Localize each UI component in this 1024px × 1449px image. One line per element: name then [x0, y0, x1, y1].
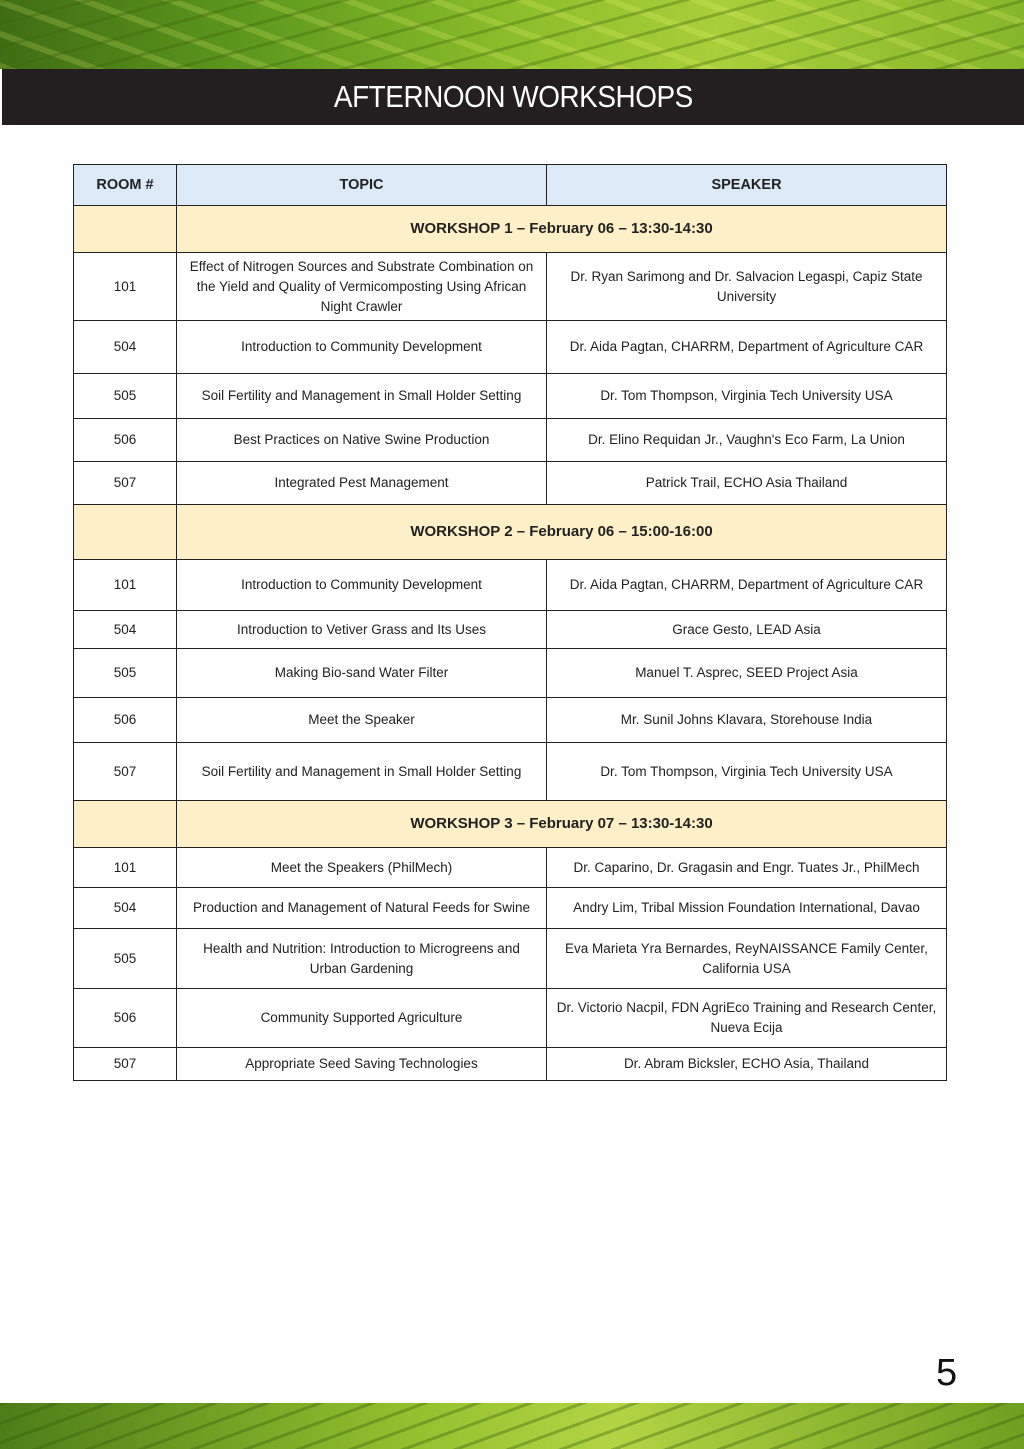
speaker-cell: Eva Marieta Yra Bernardes, ReyNAISSANCE … — [546, 928, 947, 989]
topic-cell: Best Practices on Native Swine Productio… — [176, 418, 547, 462]
speaker-cell: Grace Gesto, LEAD Asia — [546, 610, 947, 649]
page-number: 5 — [936, 1352, 958, 1394]
speaker-cell: Dr. Ryan Sarimong and Dr. Salvacion Lega… — [546, 252, 947, 321]
table-row: 504 Production and Management of Natural … — [73, 887, 947, 929]
room-cell: 504 — [73, 610, 177, 649]
topic-cell: Meet the Speakers (PhilMech) — [176, 847, 547, 888]
empty-room-cell — [73, 800, 177, 848]
topic-cell: Soil Fertility and Management in Small H… — [176, 373, 547, 419]
table-row: 506 Community Supported Agriculture Dr. Vi… — [73, 988, 947, 1048]
workshop-header-row: WORKSHOP 2 – February 06 – 15:00-16:00 — [73, 504, 947, 560]
footer-rice-terrace-image — [0, 1403, 1024, 1449]
table-row: 506 Meet the Speaker Mr. Sunil Johns Klava… — [73, 697, 947, 743]
room-cell: 507 — [73, 742, 177, 801]
table-row: 505 Making Bio-sand Water Filter Manuel T.… — [73, 648, 947, 698]
table-row: 507 Appropriate Seed Saving Technologies D… — [73, 1047, 947, 1081]
topic-cell: Meet the Speaker — [176, 697, 547, 743]
speaker-cell: Dr. Caparino, Dr. Gragasin and Engr. Tua… — [546, 847, 947, 888]
speaker-cell: Dr. Aida Pagtan, CHARRM, Department of A… — [546, 559, 947, 611]
speaker-cell: Dr. Abram Bicksler, ECHO Asia, Thailand — [546, 1047, 947, 1081]
room-cell: 507 — [73, 461, 177, 505]
speaker-cell: Dr. Elino Requidan Jr., Vaughn's Eco Far… — [546, 418, 947, 462]
room-cell: 505 — [73, 373, 177, 419]
workshop-schedule-table: ROOM # TOPIC SPEAKER WORKSHOP 1 – Februa… — [73, 164, 947, 1081]
topic-cell: Appropriate Seed Saving Technologies — [176, 1047, 547, 1081]
page-title: AFTERNOON WORKSHOPS — [333, 79, 693, 114]
column-header-room: ROOM # — [73, 164, 177, 206]
table-row: 507 Soil Fertility and Management in Smal… — [73, 742, 947, 801]
topic-cell: Introduction to Vetiver Grass and Its Us… — [176, 610, 547, 649]
workshop-title: WORKSHOP 2 – February 06 – 15:00-16:00 — [176, 504, 947, 560]
speaker-cell: Dr. Tom Thompson, Virginia Tech Universi… — [546, 742, 947, 801]
topic-cell: Health and Nutrition: Introduction to Mi… — [176, 928, 547, 989]
title-bar: AFTERNOON WORKSHOPS — [2, 69, 1024, 125]
topic-cell: Making Bio-sand Water Filter — [176, 648, 547, 698]
workshop-title: WORKSHOP 3 – February 07 – 13:30-14:30 — [176, 800, 947, 848]
room-cell: 101 — [73, 252, 177, 321]
empty-room-cell — [73, 205, 177, 253]
room-cell: 506 — [73, 697, 177, 743]
column-header-speaker: SPEAKER — [546, 164, 947, 206]
room-cell: 101 — [73, 559, 177, 611]
column-header-topic: TOPIC — [176, 164, 547, 206]
table-header-row: ROOM # TOPIC SPEAKER — [73, 164, 947, 206]
topic-cell: Introduction to Community Development — [176, 559, 547, 611]
table-row: 506 Best Practices on Native Swine Produc… — [73, 418, 947, 462]
room-cell: 505 — [73, 648, 177, 698]
speaker-cell: Patrick Trail, ECHO Asia Thailand — [546, 461, 947, 505]
room-cell: 506 — [73, 988, 177, 1048]
table-row: 505 Soil Fertility and Management in Smal… — [73, 373, 947, 419]
room-cell: 505 — [73, 928, 177, 989]
topic-cell: Effect of Nitrogen Sources and Substrate… — [176, 252, 547, 321]
table-row: 505 Health and Nutrition: Introduction to… — [73, 928, 947, 989]
room-cell: 101 — [73, 847, 177, 888]
topic-cell: Production and Management of Natural Fee… — [176, 887, 547, 929]
workshop-header-row: WORKSHOP 1 – February 06 – 13:30-14:30 — [73, 205, 947, 253]
speaker-cell: Dr. Victorio Nacpil, FDN AgriEco Trainin… — [546, 988, 947, 1048]
room-cell: 504 — [73, 320, 177, 374]
room-cell: 507 — [73, 1047, 177, 1081]
table-row: 504 Introduction to Vetiver Grass and Its… — [73, 610, 947, 649]
empty-room-cell — [73, 504, 177, 560]
table-row: 101 Effect of Nitrogen Sources and Substr… — [73, 252, 947, 321]
table-row: 507 Integrated Pest Management Patrick Tra… — [73, 461, 947, 505]
speaker-cell: Mr. Sunil Johns Klavara, Storehouse Indi… — [546, 697, 947, 743]
room-cell: 506 — [73, 418, 177, 462]
speaker-cell: Manuel T. Asprec, SEED Project Asia — [546, 648, 947, 698]
workshop-header-row: WORKSHOP 3 – February 07 – 13:30-14:30 — [73, 800, 947, 848]
topic-cell: Introduction to Community Development — [176, 320, 547, 374]
speaker-cell: Dr. Aida Pagtan, CHARRM, Department of A… — [546, 320, 947, 374]
table-row: 101 Introduction to Community Development… — [73, 559, 947, 611]
table-row: 504 Introduction to Community Development… — [73, 320, 947, 374]
workshop-title: WORKSHOP 1 – February 06 – 13:30-14:30 — [176, 205, 947, 253]
table-row: 101 Meet the Speakers (PhilMech) Dr. Capar… — [73, 847, 947, 888]
speaker-cell: Andry Lim, Tribal Mission Foundation Int… — [546, 887, 947, 929]
room-cell: 504 — [73, 887, 177, 929]
speaker-cell: Dr. Tom Thompson, Virginia Tech Universi… — [546, 373, 947, 419]
topic-cell: Soil Fertility and Management in Small H… — [176, 742, 547, 801]
header-rice-terrace-image — [0, 0, 1024, 69]
topic-cell: Community Supported Agriculture — [176, 988, 547, 1048]
topic-cell: Integrated Pest Management — [176, 461, 547, 505]
